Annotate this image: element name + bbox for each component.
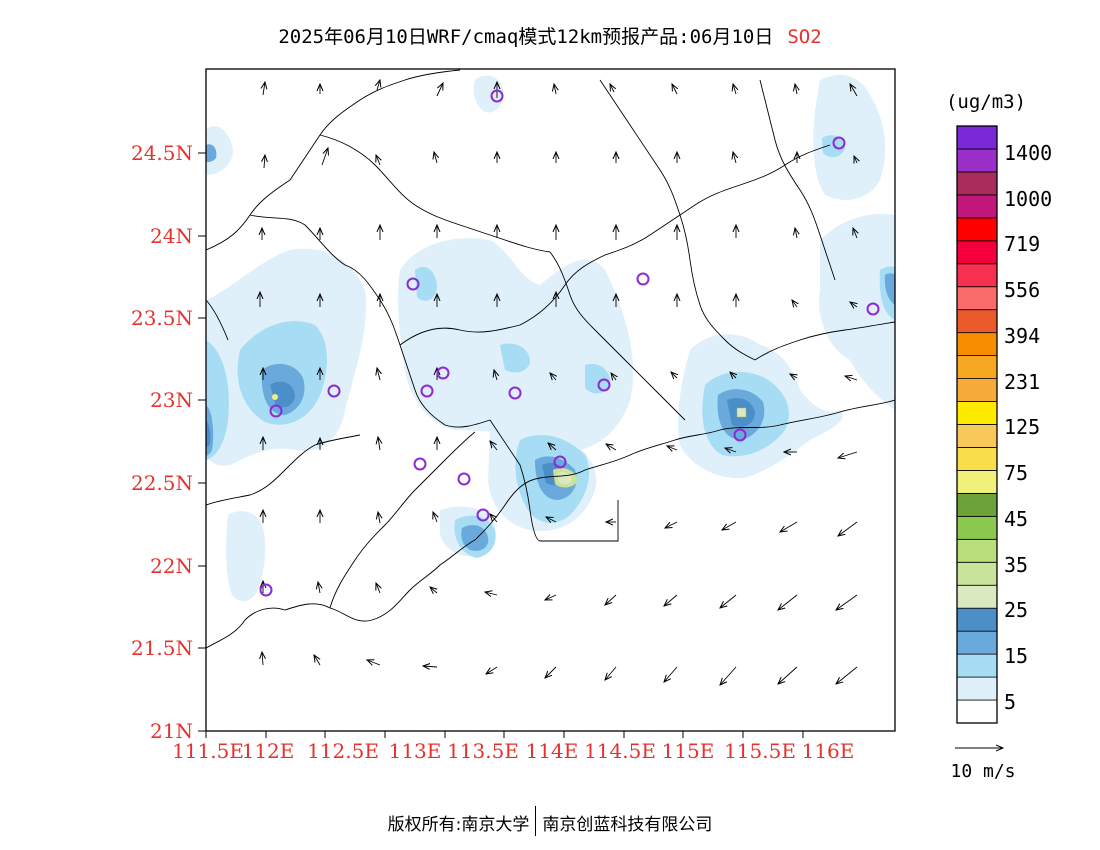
legend-label: 25 — [1004, 598, 1028, 622]
station-markers — [259, 89, 880, 597]
legend-swatch — [956, 584, 998, 609]
lat-tick-label: 22.5N — [131, 471, 193, 495]
legend-label: 231 — [1004, 370, 1040, 394]
color-legend: (ug/m3) 1400 1000 719 556 394 231 125 75… — [946, 91, 1052, 724]
legend-label: 5 — [1004, 690, 1016, 714]
legend-swatch — [956, 515, 998, 540]
legend-label: 45 — [1004, 507, 1028, 531]
lon-tick-label: 112E — [242, 739, 295, 763]
title-main: 2025年06月10日WRF/cmaq模式12km预报产品:06月10日 — [278, 26, 774, 48]
legend-label: 15 — [1004, 644, 1028, 668]
legend-swatch — [956, 240, 998, 265]
longitude-axis: 111.5E 112E 112.5E 113E 113.5E 114E 114.… — [172, 731, 854, 763]
lon-tick-label: 113E — [389, 739, 442, 763]
lon-tick-label: 115.5E — [724, 739, 796, 763]
legend-swatch — [956, 309, 998, 334]
lon-tick-label: 112.5E — [307, 739, 379, 763]
legend-swatch — [956, 194, 998, 219]
legend-label: 35 — [1004, 553, 1028, 577]
legend-swatch — [956, 630, 998, 655]
legend-swatch — [956, 561, 998, 586]
map-title: 2025年06月10日WRF/cmaq模式12km预报产品:06月10日 SO2 — [0, 22, 1100, 49]
legend-swatch — [956, 538, 998, 563]
lat-tick-label: 21N — [150, 719, 193, 743]
lat-tick-label: 22N — [150, 554, 193, 578]
lon-tick-label: 111.5E — [172, 739, 244, 763]
legend-label: 394 — [1004, 324, 1040, 348]
lat-tick-label: 24N — [150, 224, 193, 248]
legend-frame — [956, 125, 998, 724]
title-pollutant: SO2 — [787, 26, 822, 48]
legend-swatch — [956, 125, 998, 150]
legend-swatch — [956, 148, 998, 173]
legend-label: 75 — [1004, 461, 1028, 485]
legend-label: 719 — [1004, 232, 1040, 256]
lat-tick-label: 23N — [150, 388, 193, 412]
legend-swatch — [956, 378, 998, 402]
legend-unit: (ug/m3) — [946, 91, 1026, 113]
legend-swatch — [956, 263, 998, 288]
lat-tick-label: 21.5N — [131, 636, 193, 660]
legend-label: 556 — [1004, 278, 1040, 302]
latitude-axis: 24.5N 24N 23.5N 23N 22.5N 22N 21.5N 21N — [131, 141, 206, 743]
copyright-footer: 版权所有:南京大学 南京创蓝科技有限公司 — [0, 806, 1100, 840]
wind-scale-label: 10 m/s — [950, 761, 1015, 782]
legend-label: 125 — [1004, 415, 1040, 439]
legend-swatches — [956, 125, 998, 724]
legend-swatch — [956, 607, 998, 632]
legend-swatch — [956, 171, 998, 196]
legend-swatch — [956, 424, 998, 448]
legend-swatch — [956, 699, 998, 724]
footer-divider — [535, 806, 537, 836]
wind-scale: 10 m/s — [950, 748, 1016, 782]
legend-label: 1000 — [1004, 187, 1052, 211]
legend-label: 1400 — [1004, 141, 1052, 165]
copyright-left: 版权所有:南京大学 — [387, 815, 530, 835]
lon-tick-label: 114.5E — [584, 739, 656, 763]
legend-swatch — [956, 217, 998, 242]
lon-tick-label: 113.5E — [447, 739, 519, 763]
lon-tick-label: 115E — [662, 739, 715, 763]
legend-swatch — [956, 470, 998, 494]
copyright-right: 南京创蓝科技有限公司 — [542, 815, 713, 835]
legend-swatch — [956, 492, 998, 517]
legend-swatch — [956, 286, 998, 311]
lon-tick-label: 116E — [802, 739, 855, 763]
legend-swatch — [956, 676, 998, 701]
lon-tick-label: 114E — [526, 739, 579, 763]
boundary-lines — [206, 69, 895, 649]
legend-swatch — [956, 653, 998, 678]
lat-tick-label: 24.5N — [131, 141, 193, 165]
legend-swatch — [956, 447, 998, 471]
lat-tick-label: 23.5N — [131, 306, 193, 330]
legend-swatch — [956, 355, 998, 379]
legend-swatch — [956, 401, 998, 425]
concentration-shading — [206, 75, 895, 602]
wind-vectors — [260, 80, 857, 685]
legend-swatch — [956, 332, 998, 357]
